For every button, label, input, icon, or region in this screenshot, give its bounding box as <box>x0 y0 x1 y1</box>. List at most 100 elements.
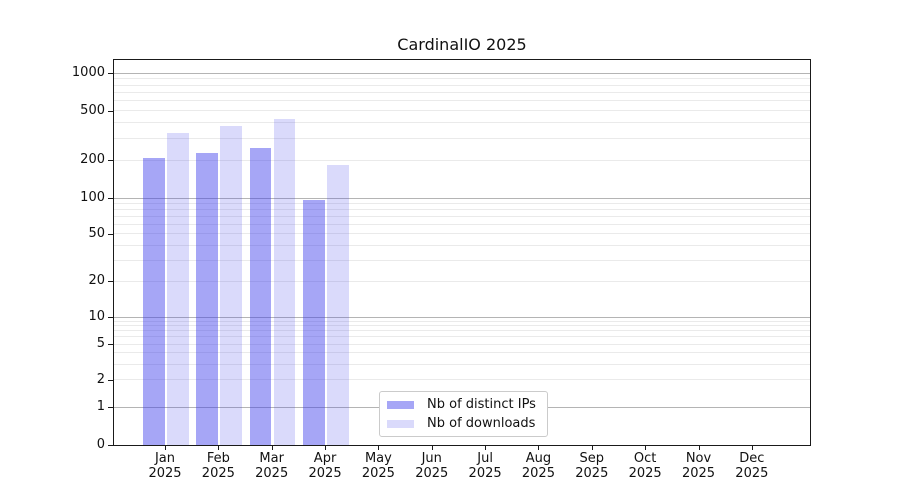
chart-title: CardinalIO 2025 <box>397 35 527 54</box>
legend-item-downloads: Nb of downloads <box>387 416 540 431</box>
x-tick-label-nov: Nov 2025 <box>667 451 731 481</box>
bar-distinct-ips-feb <box>196 152 218 445</box>
x-tick-month: Aug <box>525 451 552 466</box>
x-tick-mark <box>698 446 700 450</box>
x-tick-year: 2025 <box>735 466 769 481</box>
legend-swatch-distinct-ips <box>387 400 414 409</box>
bar-downloads-feb <box>220 126 242 445</box>
minor-gridline <box>114 325 810 327</box>
x-tick-label-sep: Sep 2025 <box>560 451 624 481</box>
x-tick-month: May <box>364 451 392 466</box>
minor-gridline <box>114 202 810 204</box>
x-tick-month: Sep <box>579 451 605 466</box>
y-tick-mark <box>108 379 113 381</box>
legend-swatch-downloads <box>387 419 414 428</box>
x-tick-label-dec: Dec 2025 <box>720 451 784 481</box>
x-tick-label-may: May 2025 <box>346 451 410 481</box>
x-tick-month: Dec <box>739 451 765 466</box>
x-tick-mark <box>538 446 540 450</box>
y-tick-mark <box>108 110 113 112</box>
x-tick-year: 2025 <box>521 466 555 481</box>
x-tick-mark <box>751 446 753 450</box>
y-tick-label: 2 <box>96 371 105 387</box>
minor-gridline <box>114 110 810 112</box>
y-tick-mark <box>108 407 113 408</box>
y-tick-mark <box>108 344 113 346</box>
plot-area <box>113 59 811 446</box>
y-tick-mark <box>108 445 113 446</box>
legend-label-distinct-ips: Nb of distinct IPs <box>427 397 536 412</box>
bar-downloads-mar <box>273 118 296 445</box>
y-tick-label: 5 <box>96 336 105 352</box>
bar-downloads-jan <box>167 133 189 445</box>
minor-gridline <box>114 84 810 86</box>
x-tick-month: Mar <box>259 451 284 466</box>
x-tick-year: 2025 <box>575 466 609 481</box>
x-tick-label-aug: Aug 2025 <box>506 451 570 481</box>
y-tick-label: 0 <box>96 437 105 452</box>
minor-gridline <box>114 122 810 124</box>
x-tick-month: Jun <box>421 451 442 466</box>
x-tick-mark <box>378 446 380 450</box>
y-tick-label: 10 <box>88 309 105 324</box>
minor-gridline <box>114 159 810 161</box>
major-gridline <box>114 72 810 74</box>
y-tick-mark <box>108 281 113 283</box>
x-tick-month: Oct <box>633 451 657 466</box>
minor-gridline <box>114 209 810 211</box>
minor-gridline <box>114 233 810 235</box>
minor-gridline <box>114 215 810 217</box>
minor-gridline <box>114 379 810 381</box>
minor-gridline <box>114 223 810 225</box>
legend: Nb of distinct IPs Nb of downloads <box>379 391 548 437</box>
minor-gridline <box>114 343 810 345</box>
legend-item-distinct-ips: Nb of distinct IPs <box>387 397 540 412</box>
y-tick-label: 1 <box>96 399 105 414</box>
y-tick-mark <box>108 73 113 74</box>
bar-distinct-ips-jan <box>143 157 165 445</box>
x-tick-mark <box>271 446 273 450</box>
x-tick-year: 2025 <box>681 466 716 481</box>
x-tick-mark <box>485 446 487 450</box>
x-tick-label-feb: Feb 2025 <box>186 451 250 481</box>
x-tick-year: 2025 <box>415 466 449 481</box>
bar-distinct-ips-mar <box>249 148 272 445</box>
y-tick-mark <box>108 233 113 235</box>
minor-gridline <box>114 330 810 332</box>
minor-gridline <box>114 320 810 322</box>
x-tick-month: Apr <box>313 451 337 466</box>
major-gridline <box>114 197 810 199</box>
x-tick-mark <box>591 446 593 450</box>
x-tick-label-jan: Jan 2025 <box>133 451 197 481</box>
x-tick-month: Nov <box>685 451 712 466</box>
x-tick-year: 2025 <box>468 466 502 481</box>
x-tick-year: 2025 <box>628 466 662 481</box>
x-tick-year: 2025 <box>308 466 342 481</box>
y-tick-label: 100 <box>80 190 105 205</box>
x-tick-mark <box>645 446 647 450</box>
x-tick-label-oct: Oct 2025 <box>613 451 677 481</box>
minor-gridline <box>114 363 810 365</box>
minor-gridline <box>114 336 810 338</box>
minor-gridline <box>114 244 810 246</box>
x-tick-label-jul: Jul 2025 <box>453 451 517 481</box>
minor-gridline <box>114 137 810 139</box>
x-tick-month: Jul <box>477 451 493 466</box>
x-tick-month: Jan <box>154 451 176 466</box>
minor-gridline <box>114 100 810 102</box>
x-tick-year: 2025 <box>255 466 289 481</box>
minor-gridline <box>114 78 810 80</box>
x-tick-label-apr: Apr 2025 <box>293 451 357 481</box>
y-tick-label: 500 <box>80 102 105 118</box>
x-tick-label-jun: Jun 2025 <box>400 451 464 481</box>
minor-gridline <box>114 259 810 261</box>
x-tick-mark <box>165 446 166 450</box>
x-tick-mark <box>325 446 327 450</box>
y-tick-label: 1000 <box>71 65 105 80</box>
y-tick-mark <box>108 317 113 318</box>
y-tick-label: 200 <box>80 152 105 168</box>
x-tick-month: Feb <box>206 451 230 466</box>
legend-label-downloads: Nb of downloads <box>427 416 536 431</box>
x-tick-year: 2025 <box>201 466 235 481</box>
